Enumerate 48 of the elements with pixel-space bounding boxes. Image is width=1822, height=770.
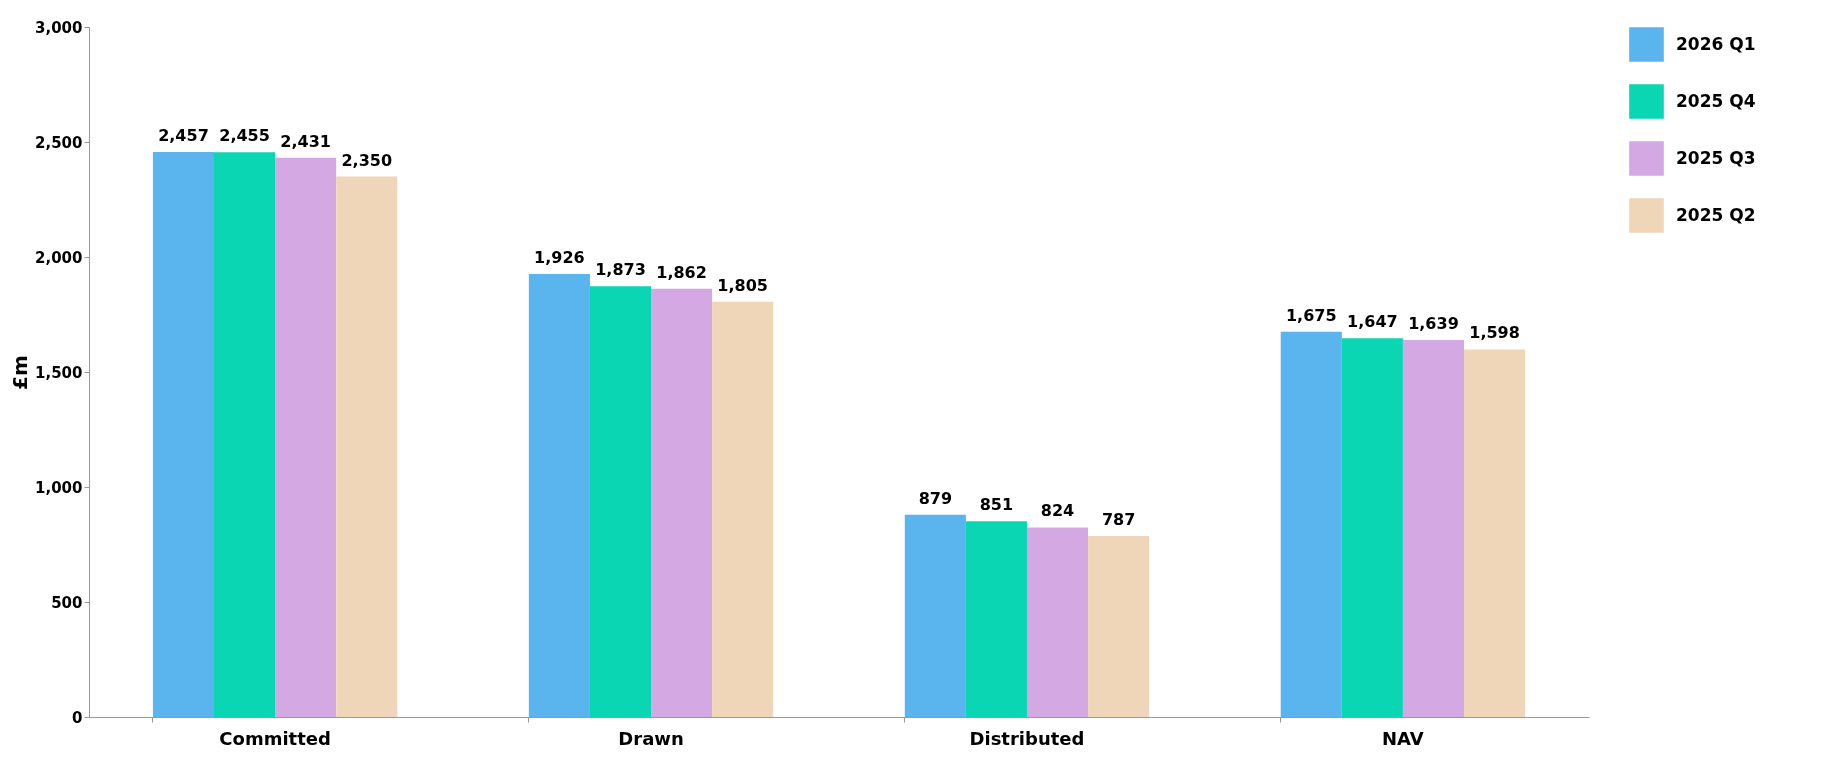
data-label: 1,926 [534,248,585,268]
bar [651,288,713,717]
bar [1402,340,1464,717]
data-label: 1,647 [1347,312,1398,332]
x-tick-label: Drawn [618,727,684,749]
data-label: 851 [979,495,1014,515]
bar [1341,338,1403,717]
bar [589,286,652,717]
data-label: 1,805 [717,275,768,295]
y-tick-label: 2,000 [35,248,83,267]
legend-label: 2025 Q4 [1676,90,1756,111]
legend-label: 2025 Q2 [1676,204,1756,225]
y-axis-title: £m [8,355,33,390]
bar [1026,527,1089,717]
data-label: 787 [1101,509,1136,529]
bar [1464,349,1526,717]
data-label: 2,455 [219,126,270,146]
bar [336,176,398,717]
bar [275,157,337,717]
bar [904,514,966,717]
x-tick-label: NAV [1382,727,1424,749]
data-label: 824 [1040,501,1075,521]
data-label: 1,873 [595,260,646,280]
data-label: 1,639 [1408,314,1459,334]
data-label: 2,350 [341,150,393,170]
data-label: 879 [918,488,953,508]
y-tick-label: 1,000 [35,478,83,497]
bar [965,521,1027,717]
legend-label: 2026 Q1 [1676,33,1756,54]
bar [1088,535,1150,717]
y-tick-label: 500 [51,593,83,612]
x-tick-label: Distributed [969,727,1085,749]
bar [214,152,276,717]
data-label: 2,431 [280,131,331,151]
bar [152,151,214,717]
legend-label: 2025 Q3 [1676,147,1756,168]
bar [712,301,774,717]
y-tick-label: 2,500 [35,133,83,152]
data-label: 1,598 [1469,323,1520,343]
bar [1280,331,1342,717]
data-label: 2,457 [158,125,209,145]
y-tick-label: 0 [72,708,83,727]
y-tick-label: 3,000 [35,18,83,37]
bar [528,274,590,717]
y-tick-label: 1,500 [35,363,83,382]
x-tick-label: Committed [219,727,331,749]
data-label: 1,862 [656,262,707,282]
data-label: 1,675 [1285,305,1337,325]
